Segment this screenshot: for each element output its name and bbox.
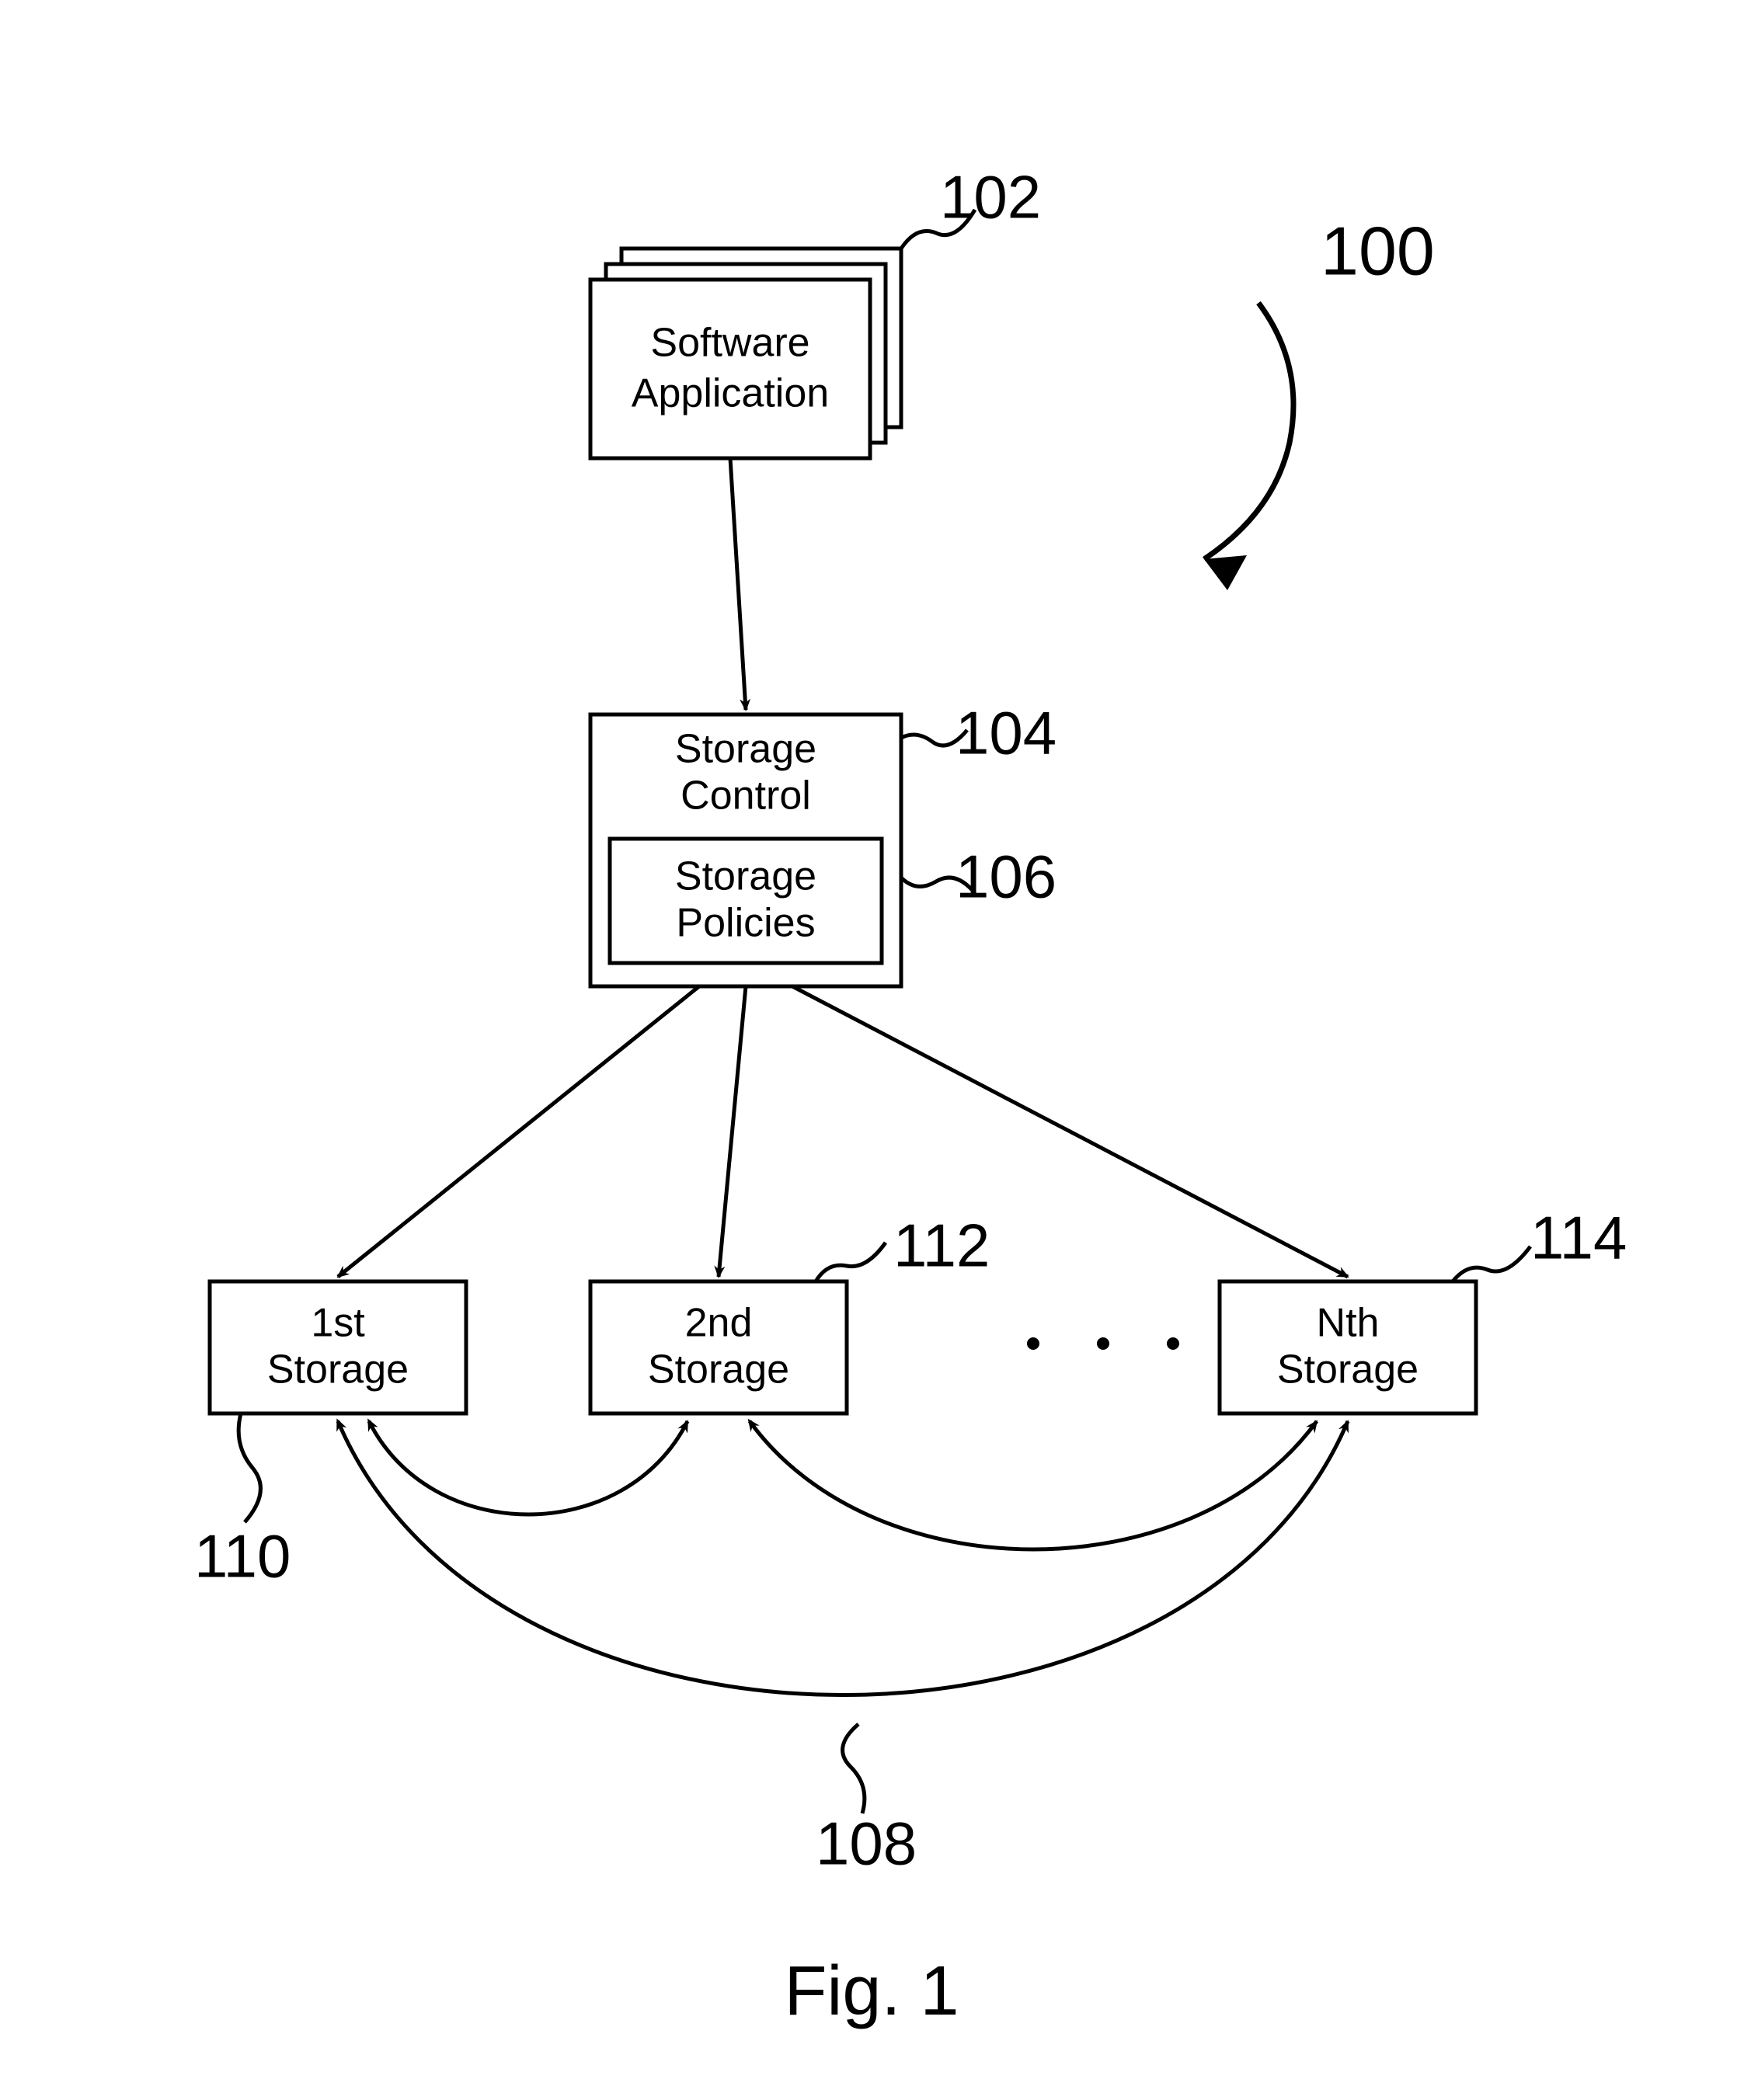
diagram-canvas: SoftwareApplication102100StorageControl1… (0, 0, 1744, 2100)
edge-control-to-storage-3 (792, 986, 1348, 1277)
bidir-1-n (338, 1421, 1348, 1695)
storage-control-node: StorageControl104StoragePolicies106 (590, 699, 1056, 986)
svg-text:2nd: 2nd (685, 1301, 753, 1346)
edge-control-to-storage-1 (338, 986, 699, 1277)
bidir-2-n (750, 1421, 1317, 1549)
first-storage-node: 1stStorage (210, 1281, 466, 1413)
svg-text:Storage: Storage (675, 727, 816, 772)
ref-108: 108 (816, 1810, 917, 1878)
ref-104: 104 (956, 699, 1056, 767)
ellipsis-dot (1097, 1337, 1109, 1350)
software-application-node: Software Application 102 (590, 163, 1041, 458)
software-application-label1: Software (650, 321, 809, 366)
ref-100: 100 (1321, 212, 1435, 289)
edge-control-to-storage-2 (719, 986, 746, 1277)
svg-text:1st: 1st (311, 1301, 365, 1346)
svg-text:Storage: Storage (267, 1347, 409, 1392)
svg-text:Control: Control (681, 774, 811, 819)
svg-text:Storage: Storage (648, 1347, 789, 1392)
ellipsis-dot (1027, 1337, 1039, 1350)
svg-text:Nth: Nth (1317, 1301, 1380, 1346)
bidir-1-2 (369, 1421, 688, 1514)
svg-text:Policies: Policies (676, 901, 815, 946)
svg-text:Storage: Storage (1277, 1347, 1419, 1392)
figure-label: Fig. 1 (784, 1952, 959, 2030)
ref-106: 106 (956, 843, 1056, 911)
nth-storage-node: NthStorage (1220, 1281, 1476, 1413)
svg-text:Storage: Storage (675, 854, 816, 899)
ref-112: 112 (893, 1212, 990, 1280)
ellipsis-dot (1167, 1337, 1179, 1350)
second-storage-node: 2ndStorage (590, 1281, 847, 1413)
ref-114: 114 (1530, 1204, 1627, 1272)
ref-102: 102 (940, 163, 1041, 231)
ref-110: 110 (194, 1522, 291, 1591)
edge-app-to-control (730, 458, 746, 710)
software-application-label2: Application (632, 371, 829, 416)
